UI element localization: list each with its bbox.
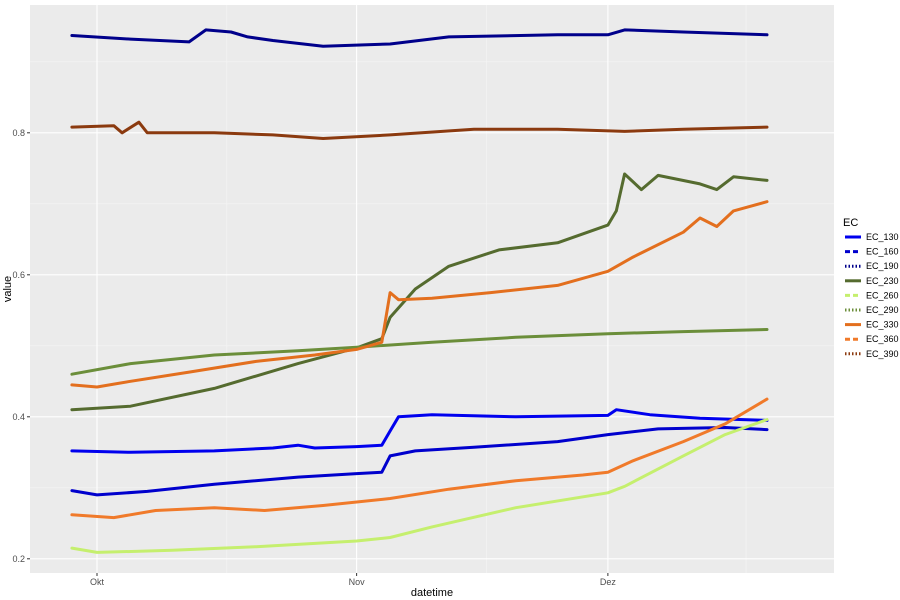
legend-label: EC_260: [866, 290, 899, 300]
x-axis-title: datetime: [411, 587, 453, 599]
legend-title: EC: [843, 217, 858, 229]
series-line-ec-290: [70, 328, 769, 376]
x-axis: Okt Nov Dez: [90, 573, 616, 587]
panel-background: [30, 5, 834, 573]
legend-label: EC_190: [866, 261, 899, 271]
legend-label: EC_130: [866, 232, 899, 242]
legend-label: EC_360: [866, 334, 899, 344]
y-axis: 0.2 0.4 0.6 0.8: [12, 128, 30, 564]
legend-label: EC_230: [866, 276, 899, 286]
legend-label: EC_330: [866, 320, 899, 330]
y-axis-title: value: [2, 276, 14, 302]
series-line-ec-130: [70, 408, 769, 454]
x-tick-label: Nov: [349, 577, 366, 587]
series-line-ec-330: [70, 200, 769, 389]
legend: EC EC_130 EC_160 EC_190 EC_230 EC_260 EC_290 E…: [843, 217, 899, 359]
series-line-ec-360: [70, 397, 769, 520]
x-tick-label: Okt: [90, 577, 105, 587]
y-tick-label: 0.8: [12, 128, 25, 138]
x-tick-label: Dez: [600, 577, 617, 587]
y-tick-label: 0.4: [12, 412, 25, 422]
series-lines: [70, 28, 769, 554]
series-line-ec-160: [70, 426, 769, 497]
series-line-ec-260: [70, 418, 769, 554]
y-tick-label: 0.2: [12, 554, 25, 564]
series-line-ec-190: [70, 28, 769, 48]
series-line-ec-390: [70, 120, 769, 140]
legend-label: EC_390: [866, 349, 899, 359]
y-tick-label: 0.6: [12, 270, 25, 280]
legend-label: EC_160: [866, 247, 899, 257]
series-line-ec-230: [70, 172, 769, 412]
legend-label: EC_290: [866, 305, 899, 315]
